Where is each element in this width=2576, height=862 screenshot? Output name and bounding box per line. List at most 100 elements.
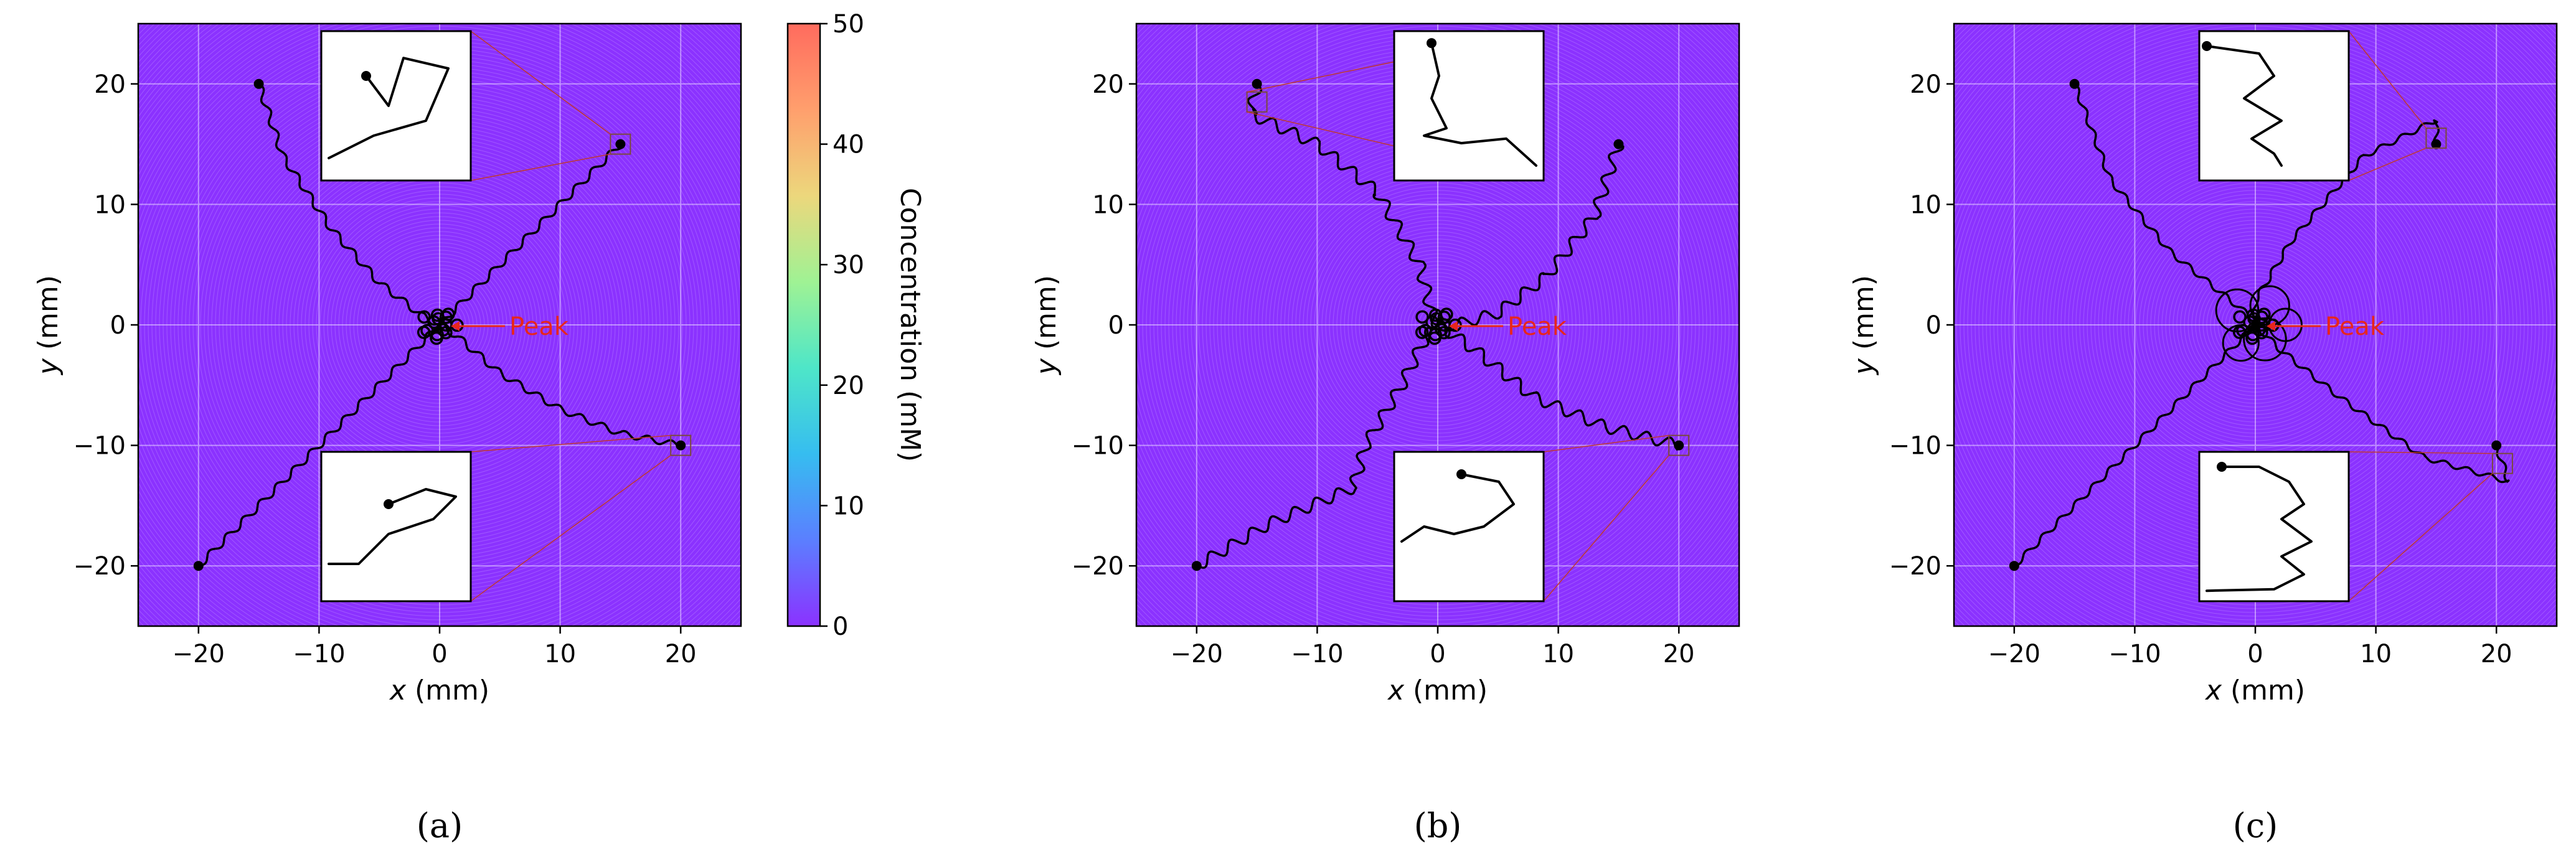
x-tick-label: 10: [2360, 640, 2392, 668]
trajectory-path: [1247, 83, 1438, 328]
contour-ring: [342, 227, 537, 423]
contour-ring: [387, 272, 493, 378]
contour-ring: [2180, 250, 2331, 400]
inset-start-point: [1427, 38, 1437, 49]
inset-leader-line: [470, 434, 671, 452]
trajectory-start-point: [1674, 440, 1684, 451]
contour-ring: [2184, 253, 2327, 396]
contour-ring: [2214, 283, 2297, 367]
peak-cluster-loop: [1415, 310, 1429, 324]
contour-ring: [1385, 272, 1491, 378]
y-axis-label-var: y: [32, 358, 64, 376]
contour-ring: [2158, 227, 2353, 423]
inset-region-box: [610, 133, 631, 155]
contour-ring: [319, 205, 560, 445]
trajectory-path: [197, 326, 442, 567]
peak-cluster-loop: [2233, 310, 2247, 324]
y-tick-label: −20: [1889, 552, 1941, 581]
y-tick-label: −10: [1072, 432, 1124, 461]
contour-ring: [1325, 212, 1550, 438]
contour-ring: [2154, 223, 2357, 426]
trajectory-path: [440, 322, 681, 449]
trajectory-start-point: [2069, 78, 2080, 89]
peak-cluster-loop: [450, 318, 464, 332]
peak-arrow-head: [2267, 321, 2275, 331]
trajectory-start-point: [1252, 78, 1262, 89]
peak-label: Peak: [1507, 312, 1567, 341]
inset-path: [328, 488, 457, 565]
trajectory-start-point: [1613, 139, 1624, 149]
trajectory-path: [1439, 320, 1679, 451]
contour-ring: [1340, 227, 1536, 423]
contour-ring: [1355, 242, 1521, 408]
peak-label: Peak: [509, 312, 569, 341]
trajectory-start-point: [676, 440, 686, 451]
peak-cluster-loop: [1418, 324, 1432, 337]
y-tick-label: 0: [110, 311, 126, 340]
contour-ring: [144, 29, 735, 621]
contour-ring: [1396, 283, 1479, 367]
peak-cluster-loop: [2247, 312, 2261, 326]
trajectory-path: [1437, 144, 1625, 332]
y-tick-label: −20: [73, 552, 126, 581]
contour-ring: [2202, 272, 2308, 378]
x-tick-label: −20: [1988, 640, 2041, 668]
contour-ring: [402, 287, 478, 363]
x-tick-label: 10: [544, 640, 576, 668]
trajectory-start-point: [2009, 561, 2019, 571]
contour-ring: [349, 235, 530, 415]
y-tick-label: 0: [1926, 311, 1941, 340]
trajectory-loop: [2243, 317, 2287, 362]
contour-ring: [1347, 235, 1528, 415]
contour-ring: [1142, 29, 1734, 621]
trajectory-path: [2252, 119, 2440, 326]
y-tick-label: −10: [73, 432, 126, 461]
trajectory-start-point: [615, 139, 626, 149]
peak-cluster-loop: [432, 312, 445, 326]
contour-ring: [1407, 294, 1468, 355]
inset-path: [2206, 45, 2283, 167]
y-tick-label: 10: [1092, 190, 1124, 219]
contour-ring: [2199, 268, 2312, 382]
contour-ring: [1329, 216, 1547, 434]
colorbar-tick-label: 20: [833, 372, 864, 400]
contour-ring: [2191, 261, 2319, 389]
contour-ring: [1381, 268, 1494, 382]
y-axis-label: y (mm): [32, 275, 64, 376]
contour-ring: [1389, 276, 1487, 374]
colorbar-gradient-bar: [786, 22, 821, 627]
contour-ring: [1318, 205, 1558, 445]
y-axis-label-unit: (mm): [1848, 275, 1880, 358]
inset-leader-line: [470, 454, 671, 602]
x-tick-label: 0: [1430, 640, 1445, 668]
panel-sub-label: (c): [2233, 806, 2278, 845]
trajectory-path: [258, 83, 441, 326]
contour-ring: [2135, 205, 2375, 445]
y-axis-label-var: y: [1031, 358, 1062, 376]
contour-ring: [383, 268, 496, 382]
inset-path: [328, 57, 450, 159]
contour-ring: [1956, 26, 2555, 624]
x-axis-label-var: x: [2204, 675, 2222, 706]
inset-path: [1423, 42, 1537, 167]
contour-ring: [357, 242, 522, 408]
trajectory-start-point: [2491, 440, 2502, 451]
contour-ring: [331, 216, 549, 434]
y-axis-label: y (mm): [1031, 275, 1062, 376]
contour-ring: [2139, 208, 2372, 441]
peak-cluster-loop: [417, 310, 431, 324]
contour-ring: [398, 283, 481, 367]
inset-region-box: [2491, 452, 2513, 474]
contour-ring: [1370, 257, 1506, 393]
contour-ring: [2143, 212, 2368, 438]
contour-ring: [2150, 220, 2361, 430]
inset-box: [1393, 451, 1545, 602]
contour-ring: [405, 291, 474, 359]
inset-start-point: [361, 71, 371, 81]
x-axis-label: x (mm): [1387, 675, 1488, 706]
inset-leader-line: [2348, 148, 2427, 181]
y-axis-label-unit: (mm): [1031, 275, 1062, 358]
colorbar-label: Concentration (mM): [894, 188, 926, 462]
colorbar: 0 10 20 30 40 50 Concentration (mM): [786, 10, 926, 641]
